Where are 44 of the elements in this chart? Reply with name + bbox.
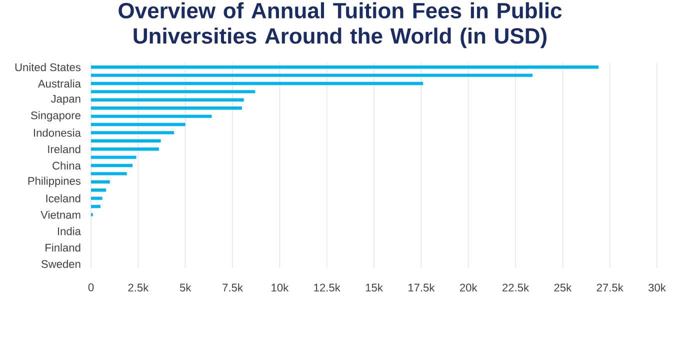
y-tick-label: India [58,227,81,236]
x-tick-label: 17.5k [408,283,435,292]
bar [91,90,256,94]
y-tick-label: Iceland [46,194,80,202]
bar [91,196,102,200]
bar [91,106,242,110]
x-tick-label: 20k [460,283,478,292]
y-tick-label: Australia [38,79,81,88]
bar [91,74,532,77]
bar [91,82,424,86]
y-tick-label: Finland [46,243,80,252]
bar [91,156,136,159]
y-tick-label: Singapore [31,111,80,122]
bar [91,180,110,184]
x-tick-label: 2.5k [128,283,149,292]
x-tick-label: 7.5k [222,283,243,292]
y-tick-label: China [52,161,81,170]
y-tick-label: Japan [50,94,80,105]
x-tick-label: 25k [554,283,572,292]
bar [91,148,159,151]
y-tick-label: United States [15,63,81,72]
bar [91,66,599,69]
x-tick-label: 5k [180,283,192,292]
bar [91,172,127,176]
chart-title: Overview of Annual Tuition Fees in Public Universities Around the World (in USD) [118,2,562,48]
bar [91,139,161,143]
y-tick-label: Philippines [28,176,81,188]
y-tick-label: Ireland [48,145,80,154]
bar [91,188,106,192]
y-tick-label: Sweden [41,260,80,268]
bar [91,122,186,126]
y-tick-label: Vietnam [40,210,80,219]
x-tick-label: 12.5k [314,283,340,292]
x-tick-label: 0 [88,283,94,292]
x-tick-label: 15k [366,283,383,292]
x-tick-label: 27.5k [596,283,624,292]
bar [91,131,174,134]
y-tick-label: Indonesia [34,128,81,137]
bar [91,98,244,102]
x-tick-label: 30k [648,283,666,292]
bar [91,164,133,168]
bar [91,114,212,118]
x-tick-label: 22.5k [502,283,530,292]
x-tick-label: 10k [272,283,289,292]
